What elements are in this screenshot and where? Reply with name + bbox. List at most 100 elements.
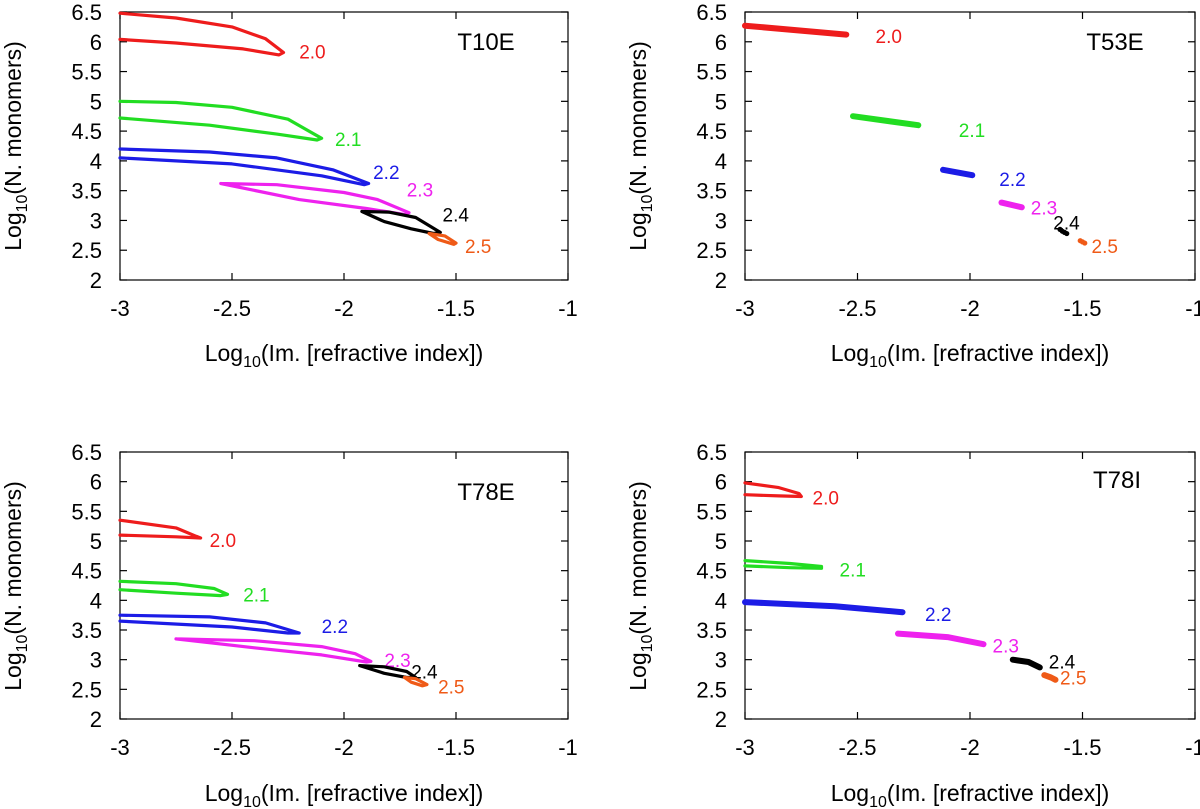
series-2-2-line (742, 599, 906, 616)
series-2-2-label: 2.2 (999, 170, 1025, 191)
series-2-3-label: 2.3 (1031, 199, 1057, 220)
series-2-0-line (742, 22, 850, 38)
x-tick-label: -2 (960, 735, 980, 760)
y-axis-label-group: Log10(N. monomers) (625, 41, 656, 251)
x-tick-label: -2.5 (213, 296, 251, 321)
y-tick-label: 5 (90, 529, 102, 554)
y-tick-label: 6 (90, 30, 102, 55)
y-tick-label: 2 (90, 707, 102, 732)
x-tick-label: -2 (960, 296, 980, 321)
series-2-2-label: 2.2 (925, 605, 951, 626)
series-2-3-line (219, 181, 411, 217)
y-tick-label: 2.5 (696, 238, 727, 263)
axis-ticks: -3 -2.5 -2 -1.5 -1 2 2.5 3 3.5 4 4.5 5 5.5 6 6.5 (696, 440, 1200, 760)
x-tick-label: -3 (110, 296, 130, 321)
x-tick-label: -1.5 (437, 296, 475, 321)
series-2-4-label: 2.4 (443, 206, 470, 227)
y-tick-label: 3.5 (696, 179, 727, 204)
x-axis-label: Log10(Im. [refractive index]) (205, 340, 484, 371)
series-2-2-label: 2.2 (322, 617, 348, 638)
y-axis-label: Log10(N. monomers) (625, 41, 656, 251)
series-2-3-line (895, 630, 987, 648)
axis-ticks: -3 -2.5 -2 -1.5 -1 2 2.5 3 3.5 4 4.5 5 5.5 6 6.5 (696, 0, 1200, 321)
y-tick-label: 6.5 (71, 0, 102, 25)
panel-title: T78E (457, 479, 514, 506)
x-axis-label: Log10(Im. [refractive index]) (205, 780, 484, 809)
panel-t10e: T10E Log10(Im. [refractive index]) Log10… (0, 0, 578, 371)
panel-t78i: T78I Log10(Im. [refractive index]) Log10… (625, 440, 1200, 809)
y-tick-label: 2 (715, 268, 727, 293)
y-tick-label: 5.5 (71, 60, 102, 85)
x-tick-label: -2 (334, 735, 354, 760)
series-2-2-line (118, 147, 371, 187)
x-tick-label: -1.5 (1064, 296, 1102, 321)
y-tick-label: 4 (715, 149, 727, 174)
y-axis-label: Log10(N. monomers) (0, 481, 31, 691)
y-tick-label: 6 (90, 470, 102, 495)
series-2-0-label: 2.0 (813, 488, 839, 509)
y-tick-label: 2 (715, 707, 727, 732)
series-2-5-label: 2.5 (465, 237, 491, 258)
series-2-0-line (118, 11, 286, 57)
series-2-1-label: 2.1 (959, 121, 985, 142)
series-2-4-label: 2.4 (1053, 213, 1080, 234)
x-tick-label: -3 (110, 735, 130, 760)
series-2-0-label: 2.0 (210, 531, 236, 552)
y-tick-label: 5.5 (696, 60, 727, 85)
x-tick-label: -1.5 (437, 735, 475, 760)
y-tick-label: 6 (715, 470, 727, 495)
y-tick-label: 3.5 (71, 179, 102, 204)
series-2-4-line (1009, 656, 1043, 671)
x-tick-label: -1 (1185, 735, 1200, 760)
y-tick-label: 2 (90, 268, 102, 293)
x-axis-label: Log10(Im. [refractive index]) (831, 340, 1110, 371)
series-2-5-point (1082, 240, 1088, 246)
y-tick-label: 4.5 (71, 119, 102, 144)
series-2-5-line (402, 675, 429, 688)
series-2-5-line (427, 231, 458, 246)
y-axis-label-group: Log10(N. monomers) (625, 481, 656, 691)
y-tick-label: 2.5 (696, 677, 727, 702)
series-2-3-label: 2.3 (993, 637, 1019, 658)
data-series: 2.02.12.22.32.42.5 (118, 518, 465, 699)
y-axis-label-group: Log10(N. monomers) (0, 41, 31, 251)
series-2-1-line (850, 113, 922, 129)
panel-title: T10E (457, 29, 514, 56)
panel-t53e: T53E Log10(Im. [refractive index]) Log10… (625, 0, 1200, 371)
series-2-4-label: 2.4 (411, 663, 438, 684)
y-tick-label: 4.5 (696, 119, 727, 144)
series-2-5-line (1041, 672, 1059, 683)
x-tick-label: -1 (558, 296, 578, 321)
series-2-2-label: 2.2 (373, 163, 399, 184)
x-tick-label: -2 (334, 296, 354, 321)
y-tick-label: 3.5 (696, 618, 727, 643)
y-axis-label: Log10(N. monomers) (625, 481, 656, 691)
y-tick-label: 6.5 (696, 440, 727, 465)
series-2-1-line (118, 99, 324, 142)
y-tick-label: 5.5 (696, 499, 727, 524)
series-2-5-label: 2.5 (1092, 237, 1118, 258)
panel-title: T53E (1086, 29, 1143, 56)
series-2-3-line (998, 199, 1025, 211)
series-2-1-label: 2.1 (243, 586, 269, 607)
series-2-0-label: 2.0 (299, 42, 325, 63)
series-2-1-line (118, 579, 230, 598)
y-tick-label: 6.5 (71, 440, 102, 465)
axis-ticks: -3 -2.5 -2 -1.5 -1 2 2.5 3 3.5 4 4.5 5 5.5 6 6.5 (71, 440, 577, 760)
y-tick-label: 4 (715, 588, 727, 613)
series-2-5-label: 2.5 (438, 678, 464, 699)
x-tick-label: -2.5 (839, 296, 877, 321)
x-tick-label: -2.5 (839, 735, 877, 760)
data-series: 2.02.12.22.32.42.5 (742, 22, 1118, 258)
series-2-1-line (743, 559, 824, 570)
y-tick-label: 4 (90, 588, 102, 613)
y-tick-label: 3 (90, 208, 102, 233)
y-tick-label: 5 (90, 89, 102, 114)
data-series: 2.02.12.22.32.42.5 (742, 481, 1086, 690)
series-2-5-label: 2.5 (1060, 669, 1086, 690)
series-2-4-line (360, 209, 442, 236)
y-tick-label: 2.5 (71, 238, 102, 263)
x-tick-label: -1 (1185, 296, 1200, 321)
y-tick-label: 3.5 (71, 618, 102, 643)
